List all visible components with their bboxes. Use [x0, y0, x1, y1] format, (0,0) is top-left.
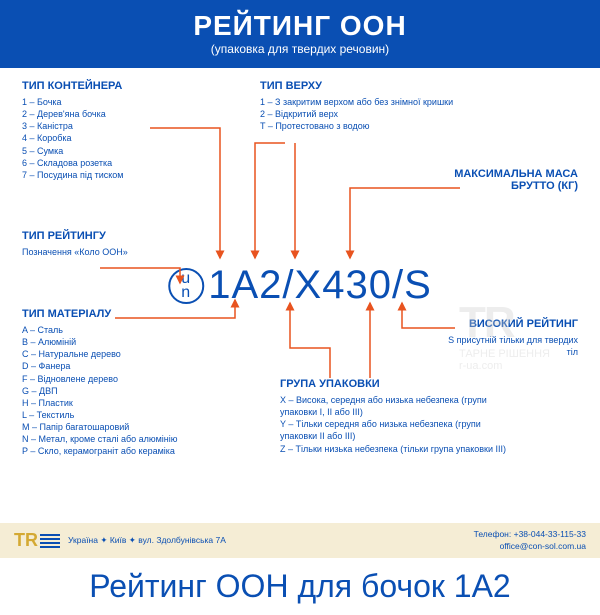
logo-text: TR: [14, 530, 38, 551]
code-text: 1A2/X430/S: [208, 263, 432, 308]
list-item: T – Протестовано з водою: [260, 120, 510, 132]
list-item: C – Натуральне дерево: [22, 348, 222, 360]
list-item: M – Папір багатошаровий: [22, 421, 222, 433]
section-items: 1 – Бочка2 – Дерев'яна бочка3 – Каністра…: [22, 96, 202, 181]
footer-logo: TR: [14, 530, 60, 551]
list-item: X – Висока, середня або низька небезпека…: [280, 394, 510, 418]
phone-label: Телефон:: [474, 529, 512, 539]
section-title: ГРУПА УПАКОВКИ: [280, 378, 510, 390]
section-title: ТИП МАТЕРІАЛУ: [22, 308, 222, 320]
list-item: L – Текстиль: [22, 409, 222, 421]
list-item: 7 – Посудина під тиском: [22, 169, 202, 181]
list-item: Z – Тільки низька небезпека (тільки груп…: [280, 443, 510, 455]
section-items: A – СтальB – АлюмінійC – Натуральне дере…: [22, 324, 222, 458]
section-rating-type: ТИП РЕЙТИНГУ Позначення «Коло ООН»: [22, 230, 162, 258]
section-title: ВИСОКИЙ РЕЙТИНГ: [448, 318, 578, 330]
section-high-rating: ВИСОКИЙ РЕЙТИНГ S присутній тільки для т…: [448, 318, 578, 358]
un-circle-icon: u n: [168, 268, 204, 304]
bottom-title: Рейтинг ООН для бочок 1А2: [0, 558, 600, 615]
stripes-icon: [40, 534, 60, 548]
un-letter: n: [181, 286, 191, 300]
section-top-type: ТИП ВЕРХУ 1 – З закритим верхом або без …: [260, 80, 510, 132]
list-item: H – Пластик: [22, 397, 222, 409]
list-item: D – Фанера: [22, 360, 222, 372]
header-title: РЕЙТИНГ ООН: [0, 10, 600, 42]
list-item: 5 – Сумка: [22, 145, 202, 157]
list-item: 3 – Каністра: [22, 120, 202, 132]
list-item: F – Відновлене дерево: [22, 373, 222, 385]
header-subtitle: (упаковка для твердих речовин): [0, 42, 600, 56]
section-title: ТИП ВЕРХУ: [260, 80, 510, 92]
section-items: X – Висока, середня або низька небезпека…: [280, 394, 510, 455]
section-title: ТИП РЕЙТИНГУ: [22, 230, 162, 242]
section-pack-group: ГРУПА УПАКОВКИ X – Висока, середня або н…: [280, 378, 510, 455]
list-item: 6 – Складова розетка: [22, 157, 202, 169]
list-item: G – ДВП: [22, 385, 222, 397]
section-container-type: ТИП КОНТЕЙНЕРА 1 – Бочка2 – Дерев'яна бо…: [22, 80, 202, 181]
section-item: S присутній тільки для твердих тіл: [448, 334, 578, 358]
section-material-type: ТИП МАТЕРІАЛУ A – СтальB – АлюмінійC – Н…: [22, 308, 222, 458]
list-item: Y – Тільки середня або низька небезпека …: [280, 418, 510, 442]
list-item: 1 – Бочка: [22, 96, 202, 108]
email: office@con-sol.com.ua: [474, 541, 586, 552]
footer-left: TR Україна ✦ Київ ✦ вул. Здолбунівська 7…: [14, 530, 226, 551]
header: РЕЙТИНГ ООН (упаковка для твердих речови…: [0, 0, 600, 68]
list-item: A – Сталь: [22, 324, 222, 336]
section-max-mass: МАКСИМАЛЬНА МАСА БРУТТО (КГ): [438, 168, 578, 192]
section-title: МАКСИМАЛЬНА МАСА БРУТТО (КГ): [438, 168, 578, 192]
list-item: 2 – Дерев'яна бочка: [22, 108, 202, 120]
section-items: 1 – З закритим верхом або без знімної кр…: [260, 96, 510, 132]
footer-right: Телефон: +38-044-33-115-33 office@con-so…: [474, 529, 586, 551]
list-item: 4 – Коробка: [22, 132, 202, 144]
phone: +38-044-33-115-33: [514, 529, 586, 539]
list-item: N – Метал, кроме сталі або алюмінію: [22, 433, 222, 445]
list-item: P – Скло, керамограніт або кераміка: [22, 445, 222, 457]
section-title: ТИП КОНТЕЙНЕРА: [22, 80, 202, 92]
footer-address: Україна ✦ Київ ✦ вул. Здолбунівська 7А: [68, 535, 226, 546]
rating-code: u n 1A2/X430/S: [168, 263, 432, 308]
footer-strip: TR Україна ✦ Київ ✦ вул. Здолбунівська 7…: [0, 523, 600, 558]
section-item: Позначення «Коло ООН»: [22, 246, 162, 258]
list-item: B – Алюміній: [22, 336, 222, 348]
list-item: 2 – Відкритий верх: [260, 108, 510, 120]
list-item: 1 – З закритим верхом або без знімної кр…: [260, 96, 510, 108]
watermark-text: r-ua.com: [459, 360, 550, 372]
diagram-content: ТИП КОНТЕЙНЕРА 1 – Бочка2 – Дерев'яна бо…: [0, 68, 600, 523]
